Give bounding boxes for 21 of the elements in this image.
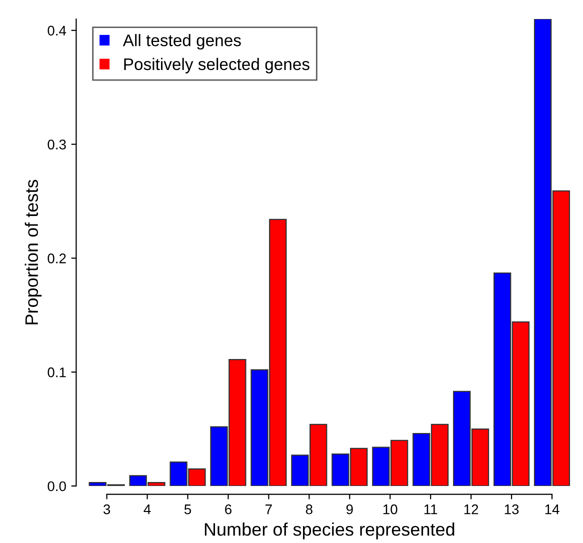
y-tick-label: 0.4 xyxy=(48,26,66,36)
x-tick-label: 3 xyxy=(103,504,110,514)
x-tick-label: 6 xyxy=(225,504,232,514)
x-tick-label: 9 xyxy=(346,504,353,514)
y-tick-label: 0.3 xyxy=(48,140,66,150)
x-tick-label: 4 xyxy=(144,504,151,514)
x-axis-title: Number of species represented xyxy=(204,522,454,540)
y-tick-label: 0.0 xyxy=(48,481,66,492)
x-tick-label: 13 xyxy=(504,504,519,514)
x-tick-label: 8 xyxy=(306,504,312,514)
legend-label: Positively selected genes xyxy=(124,58,310,74)
legend-label: All tested genes xyxy=(122,34,241,50)
x-tick-label: 11 xyxy=(424,504,438,514)
x-tick-label: 12 xyxy=(464,504,478,514)
y-tick-label: 0.1 xyxy=(48,367,66,378)
y-tick-label: 0.2 xyxy=(48,254,66,264)
x-tick-label: 5 xyxy=(184,504,192,514)
x-tick-label: 7 xyxy=(266,504,272,514)
x-tick-label: 10 xyxy=(383,504,398,514)
y-axis-title: Proportion of tests xyxy=(24,180,42,324)
x-tick-label: 14 xyxy=(545,504,560,514)
